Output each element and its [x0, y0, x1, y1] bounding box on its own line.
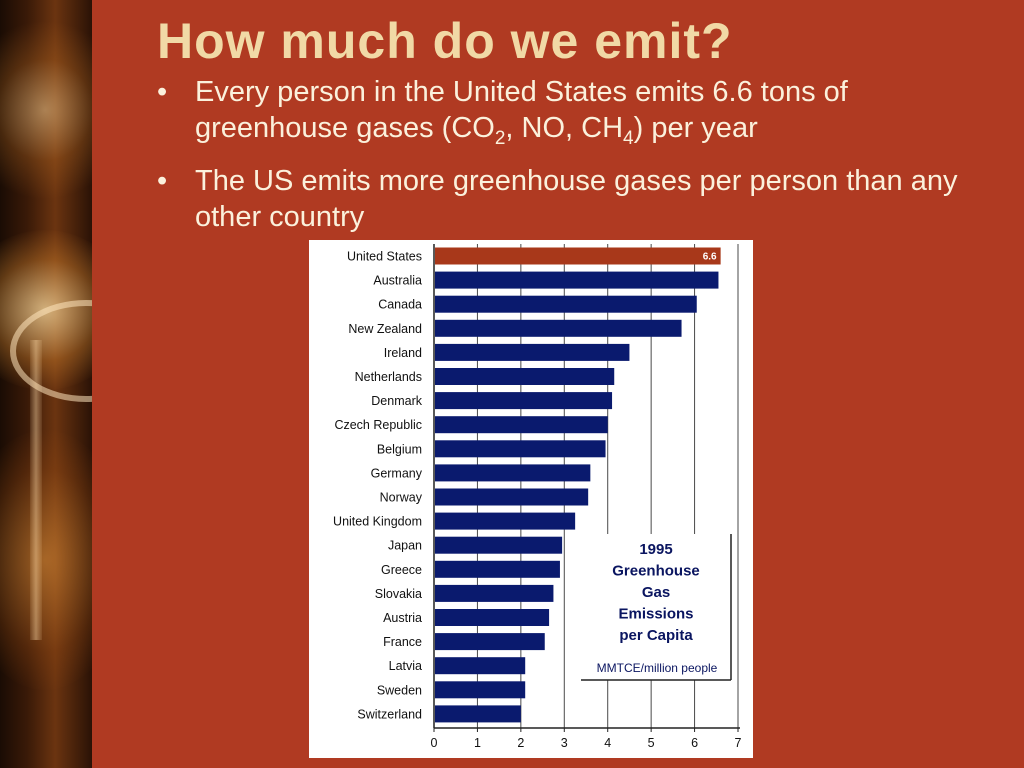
bullet-list: • Every person in the United States emit… — [157, 74, 997, 241]
bar — [435, 392, 613, 410]
bar — [435, 416, 608, 434]
bar — [435, 657, 526, 675]
chart-units-label: MMTCE/million people — [597, 661, 718, 675]
category-label: Germany — [371, 466, 423, 480]
x-tick-label: 7 — [735, 736, 742, 750]
bar — [435, 488, 589, 506]
bar — [435, 681, 526, 699]
x-tick-label: 0 — [431, 736, 438, 750]
category-label: New Zealand — [348, 322, 422, 336]
slide-title: How much do we emit? — [157, 13, 733, 69]
emissions-bar-chart-svg: United States Australia Canada New Zealand I… — [333, 244, 742, 750]
glass-stem-shape — [30, 340, 42, 640]
bullet-marker: • — [157, 164, 168, 197]
x-tick-label: 1 — [474, 736, 481, 750]
category-label: Switzerland — [357, 707, 422, 721]
bar — [435, 560, 560, 578]
category-label: Ireland — [384, 346, 422, 360]
bar — [435, 343, 630, 361]
chart-title-line: Greenhouse — [612, 563, 700, 580]
bullet-item-1: • Every person in the United States emit… — [157, 74, 997, 157]
bar — [435, 247, 721, 265]
bar — [435, 464, 591, 482]
glow-bottom — [0, 430, 92, 690]
category-label: Canada — [378, 298, 422, 312]
category-label: Denmark — [371, 394, 422, 408]
x-tick-label: 4 — [604, 736, 611, 750]
category-label: Austria — [383, 611, 422, 625]
x-tick-label: 6 — [691, 736, 698, 750]
bullet-item-2: • The US emits more greenhouse gases per… — [157, 163, 997, 235]
bar — [435, 271, 719, 289]
category-label: Australia — [373, 274, 422, 288]
bar — [435, 609, 550, 626]
bullet-1-text-a: Every person in the United States emits … — [195, 76, 848, 144]
category-label: Sweden — [377, 683, 422, 697]
bar — [435, 512, 576, 530]
category-label: Netherlands — [355, 370, 422, 384]
bullet-1-text-b: , NO, CH — [505, 112, 624, 144]
category-label: Slovakia — [375, 587, 422, 601]
category-label: Czech Republic — [334, 418, 422, 432]
bar — [435, 633, 545, 651]
chart-title-line: 1995 — [639, 541, 672, 558]
bar — [435, 705, 521, 723]
bar — [435, 319, 682, 337]
category-label: Greece — [381, 563, 422, 577]
bullet-marker: • — [157, 76, 168, 108]
category-label: United Kingdom — [333, 515, 422, 529]
bullet-1-text-c: ) per year — [633, 112, 758, 144]
x-tick-label: 3 — [561, 736, 568, 750]
x-tick-label: 2 — [517, 736, 524, 750]
decorative-side-image — [0, 0, 92, 768]
bullet-2-text: The US emits more greenhouse gases per p… — [195, 164, 958, 233]
category-label: France — [383, 635, 422, 649]
x-tick-label: 5 — [648, 736, 655, 750]
bar — [435, 295, 697, 313]
legend-panel — [577, 534, 731, 680]
category-label: United States — [347, 250, 422, 264]
glow-top — [0, 20, 92, 200]
bar — [435, 536, 563, 554]
bar — [435, 368, 615, 385]
category-label: Japan — [388, 539, 422, 553]
chart-title-line: Emissions — [618, 606, 693, 623]
chart-title-line: Gas — [642, 584, 670, 601]
bullet-1-subscript-co2: 2 — [494, 127, 506, 149]
bar — [435, 440, 606, 458]
category-label: Latvia — [389, 659, 422, 673]
category-label: Belgium — [377, 442, 422, 456]
bar — [435, 584, 554, 602]
bullet-1-subscript-ch4: 4 — [623, 127, 634, 149]
chart-title-line: per Capita — [619, 627, 693, 644]
bar-data-label: 6.6 — [703, 252, 717, 263]
category-label: Norway — [380, 491, 423, 505]
emissions-chart: United States Australia Canada New Zealand I… — [309, 240, 753, 758]
